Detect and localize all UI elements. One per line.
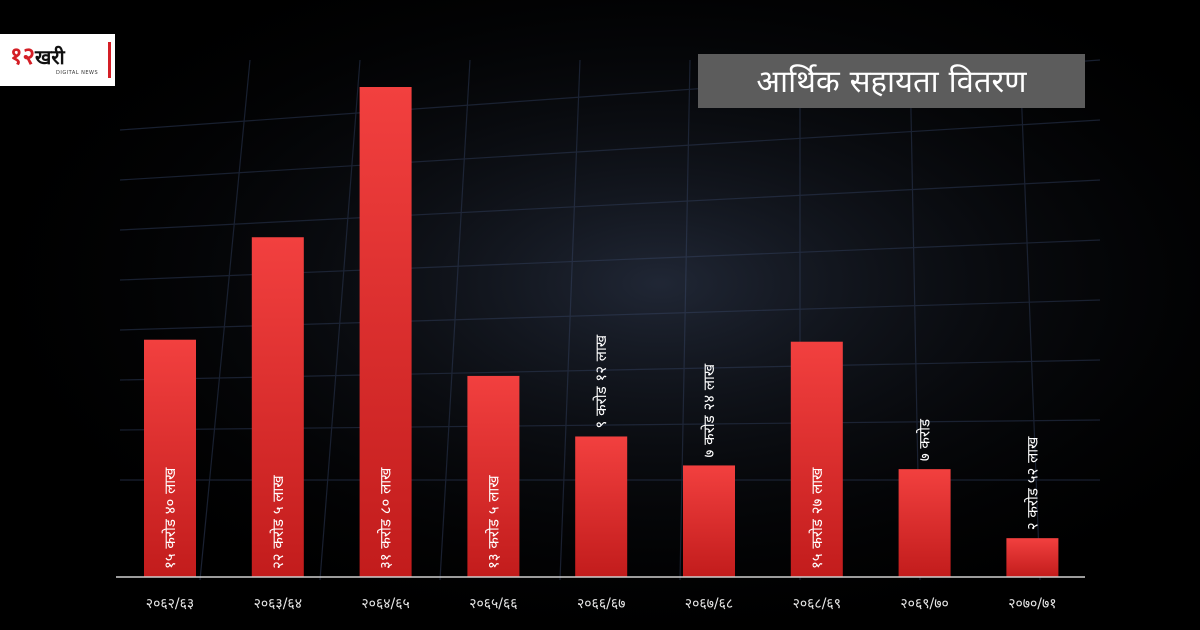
data-label-7: १५ करोड २७ लाख <box>808 467 826 569</box>
logo-number: १२ <box>10 42 35 70</box>
data-label-3: ३१ करोड ८० लाख <box>377 467 395 569</box>
brand-logo[interactable]: १२ खरी DIGITAL NEWS <box>0 34 115 86</box>
bar-6 <box>683 465 735 577</box>
logo-subtitle: DIGITAL NEWS <box>56 70 99 76</box>
logo-mark: १२ खरी <box>10 44 115 69</box>
data-label-8: ७ करोड <box>916 418 934 461</box>
x-tick-label-1: २०६२/६३ <box>146 596 194 612</box>
x-tick-label-5: २०६६/६७ <box>577 596 625 612</box>
bar-4 <box>467 375 520 577</box>
data-label-2: २२ करोड ५ लाख <box>269 475 287 569</box>
logo-accent-bar <box>108 42 111 78</box>
bar-1 <box>144 339 196 577</box>
bar-5 <box>575 436 628 577</box>
x-tick-label-3: २०६४/६५ <box>361 596 409 612</box>
bar-8 <box>898 469 951 577</box>
x-tick-label-9: २०७०/७१ <box>1008 596 1056 612</box>
x-tick-label-4: २०६५/६६ <box>469 596 517 612</box>
x-tick-label-2: २०६३/६४ <box>254 596 302 612</box>
x-tick-label-7: २०६८/६९ <box>793 596 841 612</box>
bar-2 <box>251 237 304 578</box>
bar-9 <box>1006 538 1059 577</box>
data-label-4: १३ करोड ५ लाख <box>484 475 502 569</box>
data-label-6: ७ करोड २४ लाख <box>700 363 718 457</box>
data-label-1: १५ करोड ४० लाख <box>161 467 179 569</box>
data-label-9: २ करोड ५२ लाख <box>1023 436 1041 530</box>
x-tick-label-6: २०६७/६८ <box>685 596 733 612</box>
chart-title: आर्थिक सहायता वितरण <box>698 54 1085 108</box>
logo-word: खरी <box>34 45 65 69</box>
bar-3 <box>359 87 412 577</box>
data-label-5: ९ करोड १२ लाख <box>592 334 610 428</box>
bar-7 <box>790 341 843 577</box>
x-tick-label-8: २०६९/७० <box>900 596 948 612</box>
